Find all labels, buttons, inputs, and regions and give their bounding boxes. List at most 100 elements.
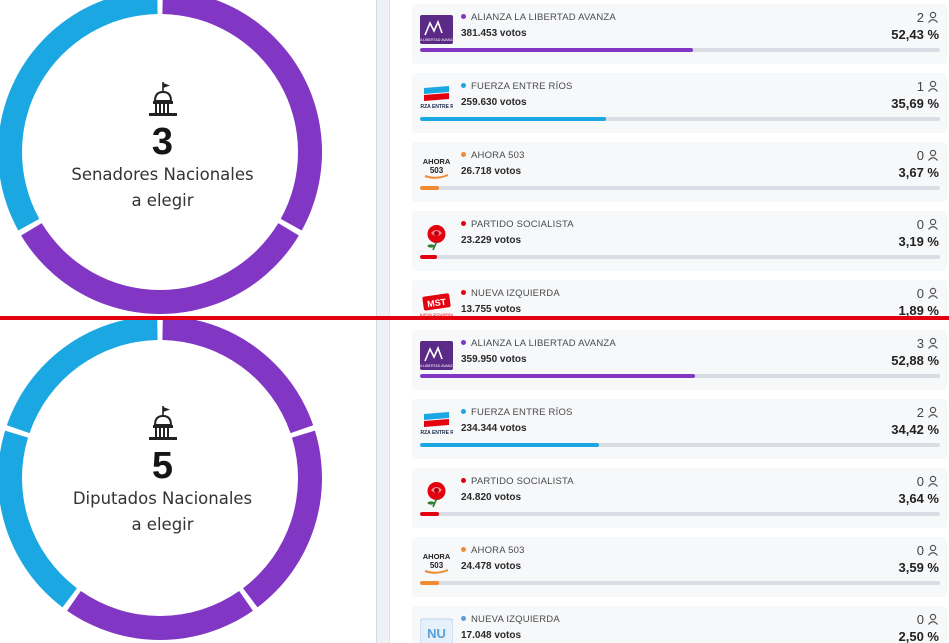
fuerza-entre-rios-logo: FUERZA ENTRE RIOS [410,408,463,441]
lla-logo: LA LIBERTAD AVANZA [418,13,456,46]
seats-won: 0 [917,543,939,558]
seats-won: 0 [917,148,939,163]
seats-won: 0 [917,474,939,489]
vote-share-fill [420,117,606,121]
vote-share-fill [420,512,439,516]
vote-share-bar [420,512,940,516]
party-name-text: FUERZA ENTRE RÍOS [471,81,573,92]
seats-won: 2 [917,10,939,25]
svg-text:503: 503 [430,166,444,175]
seats-won-value: 0 [916,543,924,558]
vote-share-bar [420,117,940,121]
seat-segment-purple [21,223,299,315]
vote-count: 359.950 votos [461,354,527,365]
party-result-card[interactable]: PARTIDO SOCIALISTA 23.229 votos 0 3,19 % [412,211,947,271]
seats-won-value: 0 [916,217,924,232]
party-result-card[interactable]: LA LIBERTAD AVANZA ALIANZA LA LIBERTAD AV… [412,330,947,390]
vote-percentage: 3,59 % [898,560,939,575]
senadores-label-sub: a elegir [131,191,194,210]
vote-percentage: 35,69 % [891,96,939,111]
diputados-panel: 5 Diputados Nacionales a elegir LA LIBER… [0,320,949,643]
party-name-text: PARTIDO SOCIALISTA [471,219,574,230]
party-name-text: ALIANZA LA LIBERTAD AVANZA [471,12,616,23]
svg-text:503: 503 [430,561,444,570]
seats-won: 2 [917,405,939,420]
scrollbar[interactable] [376,320,390,643]
seats-won-value: 0 [916,474,924,489]
seat-segment-blue [6,320,158,434]
seat-segment-purple [162,0,322,231]
seats-won-value: 2 [916,405,924,420]
ahora-503-logo: AHORA 503 [420,151,453,184]
vote-percentage: 3,67 % [898,165,939,180]
capitol-icon [148,406,177,440]
vote-share-bar [420,255,940,259]
vote-share-bar [420,48,940,52]
party-result-card[interactable]: FUERZA ENTRE RIOS FUERZA ENTRE RÍOS 259.63… [410,73,947,133]
diputados-label: Diputados Nacionales [72,489,253,508]
svg-text:LA LIBERTAD AVANZA: LA LIBERTAD AVANZA [420,38,453,42]
person-icon [928,613,938,625]
party-result-card[interactable]: MST NUEVA IZQUIERDA NUEVA IZQUIERDA 13.755 … [412,280,947,316]
svg-text:MST: MST [427,297,448,310]
vote-percentage: 52,43 % [891,27,939,42]
vote-share-bar [420,581,940,585]
party-name: FUERZA ENTRE RÍOS [461,407,573,418]
seats-won: 0 [917,286,939,301]
party-color-dot [461,13,466,19]
person-icon [928,337,938,349]
svg-text:LA LIBERTAD AVANZA: LA LIBERTAD AVANZA [420,364,453,368]
vote-share-fill [420,374,695,378]
party-name-text: FUERZA ENTRE RÍOS [471,407,573,418]
party-color-dot [461,151,466,157]
svg-text:AHORA: AHORA [423,157,451,166]
party-color-dot [461,615,466,621]
seat-segment-blue [0,0,158,231]
vote-percentage: 2,50 % [898,629,939,643]
nu-logo: NU [419,615,454,643]
vote-share-fill [420,443,599,447]
diputados-seat-donut [0,320,323,640]
party-name-text: NUEVA IZQUIERDA [471,614,560,625]
ahora-503-logo: AHORA 503 [420,546,453,579]
vote-share-fill [420,186,440,190]
diputados-summary: 5 Diputados Nacionales a elegir [20,406,305,538]
party-name: PARTIDO SOCIALISTA [461,219,574,230]
vote-percentage: 3,19 % [898,234,939,249]
party-result-card[interactable]: AHORA 503 AHORA 503 26.718 votos 0 3,67 % [412,142,947,202]
party-result-card[interactable]: PARTIDO SOCIALISTA 24.820 votos 0 3,64 % [412,468,947,528]
party-color-dot [461,220,466,226]
vote-share-bar [420,186,940,190]
lla-logo: LA LIBERTAD AVANZA [418,339,456,372]
vote-count: 381.453 votos [461,28,527,39]
seats-won: 1 [917,79,939,94]
scrollbar[interactable] [376,0,390,316]
party-name: PARTIDO SOCIALISTA [461,476,574,487]
party-name: NUEVA IZQUIERDA [461,288,560,299]
party-color-dot [461,289,466,295]
senadores-label: Senadores Nacionales [71,165,254,184]
capitol-icon [148,82,177,116]
vote-percentage: 34,42 % [891,422,939,437]
seat-segment-purple [162,320,314,434]
seat-segment-purple [67,591,253,640]
party-result-card[interactable]: AHORA 503 AHORA 503 24.478 votos 0 3,59 % [412,537,947,597]
party-result-card[interactable]: NU NUEVA IZQUIERDA 17.048 votos 0 2,50 % [412,606,947,643]
vote-share-fill [420,581,439,585]
mst-logo: MST NUEVA IZQUIERDA [418,289,455,316]
svg-text:FUERZA ENTRE RIOS: FUERZA ENTRE RIOS [420,104,453,110]
vote-share-bar [420,443,940,447]
seats-won-value: 0 [916,286,924,301]
party-name: ALIANZA LA LIBERTAD AVANZA [461,338,616,349]
vote-percentage: 52,88 % [891,353,939,368]
party-name: NUEVA IZQUIERDA [461,614,560,625]
diputados-count: 5 [151,445,174,487]
party-name: AHORA 503 [461,545,525,556]
section-divider [0,316,949,320]
seat-segment-purple [243,430,323,608]
vote-percentage: 3,64 % [898,491,939,506]
senadores-summary: 3 Senadores Nacionales a elegir [20,82,305,214]
party-result-card[interactable]: LA LIBERTAD AVANZA ALIANZA LA LIBERTAD AV… [412,4,947,64]
party-color-dot [461,82,466,88]
party-result-card[interactable]: FUERZA ENTRE RIOS FUERZA ENTRE RÍOS 234.34… [410,399,947,459]
